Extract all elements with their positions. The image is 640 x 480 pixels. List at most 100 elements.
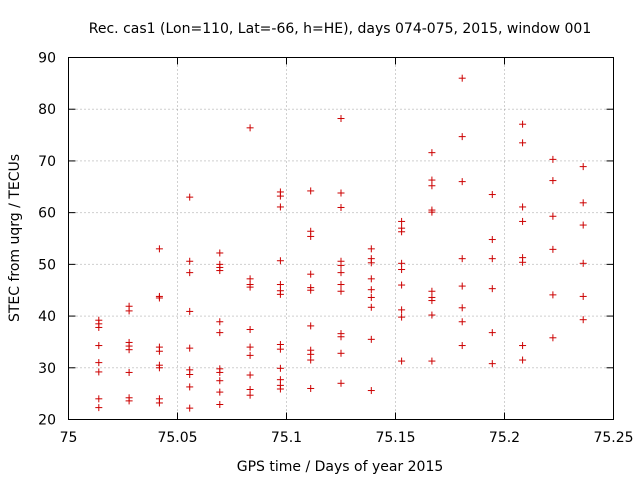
data-point: [398, 313, 406, 321]
data-point: [186, 269, 194, 277]
data-point: [428, 357, 436, 365]
data-point: [579, 221, 587, 229]
data-point: [186, 404, 194, 412]
x-tick-label: 75.2: [489, 430, 520, 446]
data-point: [367, 255, 375, 263]
y-tick-labels: 20 30 40 50 60 70 80 90: [38, 51, 56, 429]
data-point: [367, 293, 375, 301]
data-point: [155, 292, 163, 300]
data-point: [458, 282, 466, 290]
data-point: [519, 120, 527, 128]
data-point: [216, 318, 224, 326]
data-point: [216, 388, 224, 396]
data-point: [307, 322, 315, 330]
data-point: [549, 212, 557, 220]
data-point: [398, 259, 406, 267]
x-tick-label: 75.15: [375, 430, 415, 446]
data-point: [246, 343, 254, 351]
grid-lines: [68, 57, 614, 420]
x-tick-label: 75.05: [157, 430, 197, 446]
data-point: [337, 287, 345, 295]
data-point: [155, 361, 163, 369]
data-point: [337, 281, 345, 289]
x-tick-label: 75.25: [593, 430, 633, 446]
data-points: [95, 74, 587, 412]
y-tick-label: 50: [38, 257, 56, 273]
data-point: [549, 177, 557, 185]
data-point: [95, 316, 103, 324]
data-point: [95, 368, 103, 376]
data-point: [216, 260, 224, 268]
data-point: [519, 217, 527, 225]
data-point: [428, 293, 436, 301]
data-point: [488, 191, 496, 199]
data-point: [276, 287, 284, 295]
data-point: [428, 149, 436, 157]
data-point: [186, 383, 194, 391]
data-point: [246, 124, 254, 132]
x-tick-labels: 75 75.05 75.1 75.15 75.2 75.25: [60, 430, 634, 446]
data-point: [216, 377, 224, 385]
data-point: [276, 188, 284, 196]
data-point: [519, 203, 527, 211]
data-point: [428, 311, 436, 319]
plot-frame: [68, 57, 614, 420]
chart-title: Rec. cas1 (Lon=110, Lat=-66, h=HE), days…: [89, 21, 591, 37]
data-point: [246, 326, 254, 334]
data-point: [579, 163, 587, 171]
data-point: [579, 259, 587, 267]
data-point: [155, 395, 163, 403]
data-point: [549, 245, 557, 253]
data-point: [216, 401, 224, 409]
data-point: [458, 133, 466, 141]
data-point: [519, 139, 527, 147]
data-point: [488, 285, 496, 293]
data-point: [246, 386, 254, 394]
data-point: [549, 155, 557, 163]
data-point: [246, 275, 254, 283]
data-point: [155, 343, 163, 351]
data-point: [549, 334, 557, 342]
data-point: [95, 342, 103, 350]
data-point: [398, 217, 406, 225]
data-point: [367, 335, 375, 343]
data-point: [125, 394, 133, 402]
data-point: [398, 357, 406, 365]
data-point: [367, 303, 375, 311]
data-point: [276, 364, 284, 372]
data-point: [337, 189, 345, 197]
data-point: [458, 304, 466, 312]
data-point: [216, 249, 224, 257]
data-point: [186, 366, 194, 374]
data-point: [216, 329, 224, 337]
data-point: [367, 245, 375, 253]
data-point: [307, 187, 315, 195]
data-point: [488, 360, 496, 368]
data-point: [367, 387, 375, 395]
data-point: [458, 74, 466, 82]
data-point: [337, 379, 345, 387]
data-point: [337, 115, 345, 123]
x-tick-label: 75: [60, 430, 78, 446]
data-point: [125, 368, 133, 376]
data-point: [458, 255, 466, 263]
data-point: [337, 203, 345, 211]
axis-ticks: [68, 57, 614, 420]
data-point: [307, 227, 315, 235]
data-point: [428, 287, 436, 295]
data-point: [519, 254, 527, 262]
data-point: [95, 359, 103, 367]
data-point: [216, 365, 224, 373]
data-point: [95, 395, 103, 403]
x-axis-label: GPS time / Days of year 2015: [237, 459, 444, 475]
data-point: [367, 286, 375, 294]
data-point: [488, 255, 496, 263]
data-point: [488, 236, 496, 244]
y-tick-label: 70: [38, 154, 56, 170]
data-point: [519, 342, 527, 350]
y-tick-label: 40: [38, 309, 56, 325]
data-point: [246, 351, 254, 359]
data-point: [337, 330, 345, 338]
data-point: [337, 257, 345, 265]
